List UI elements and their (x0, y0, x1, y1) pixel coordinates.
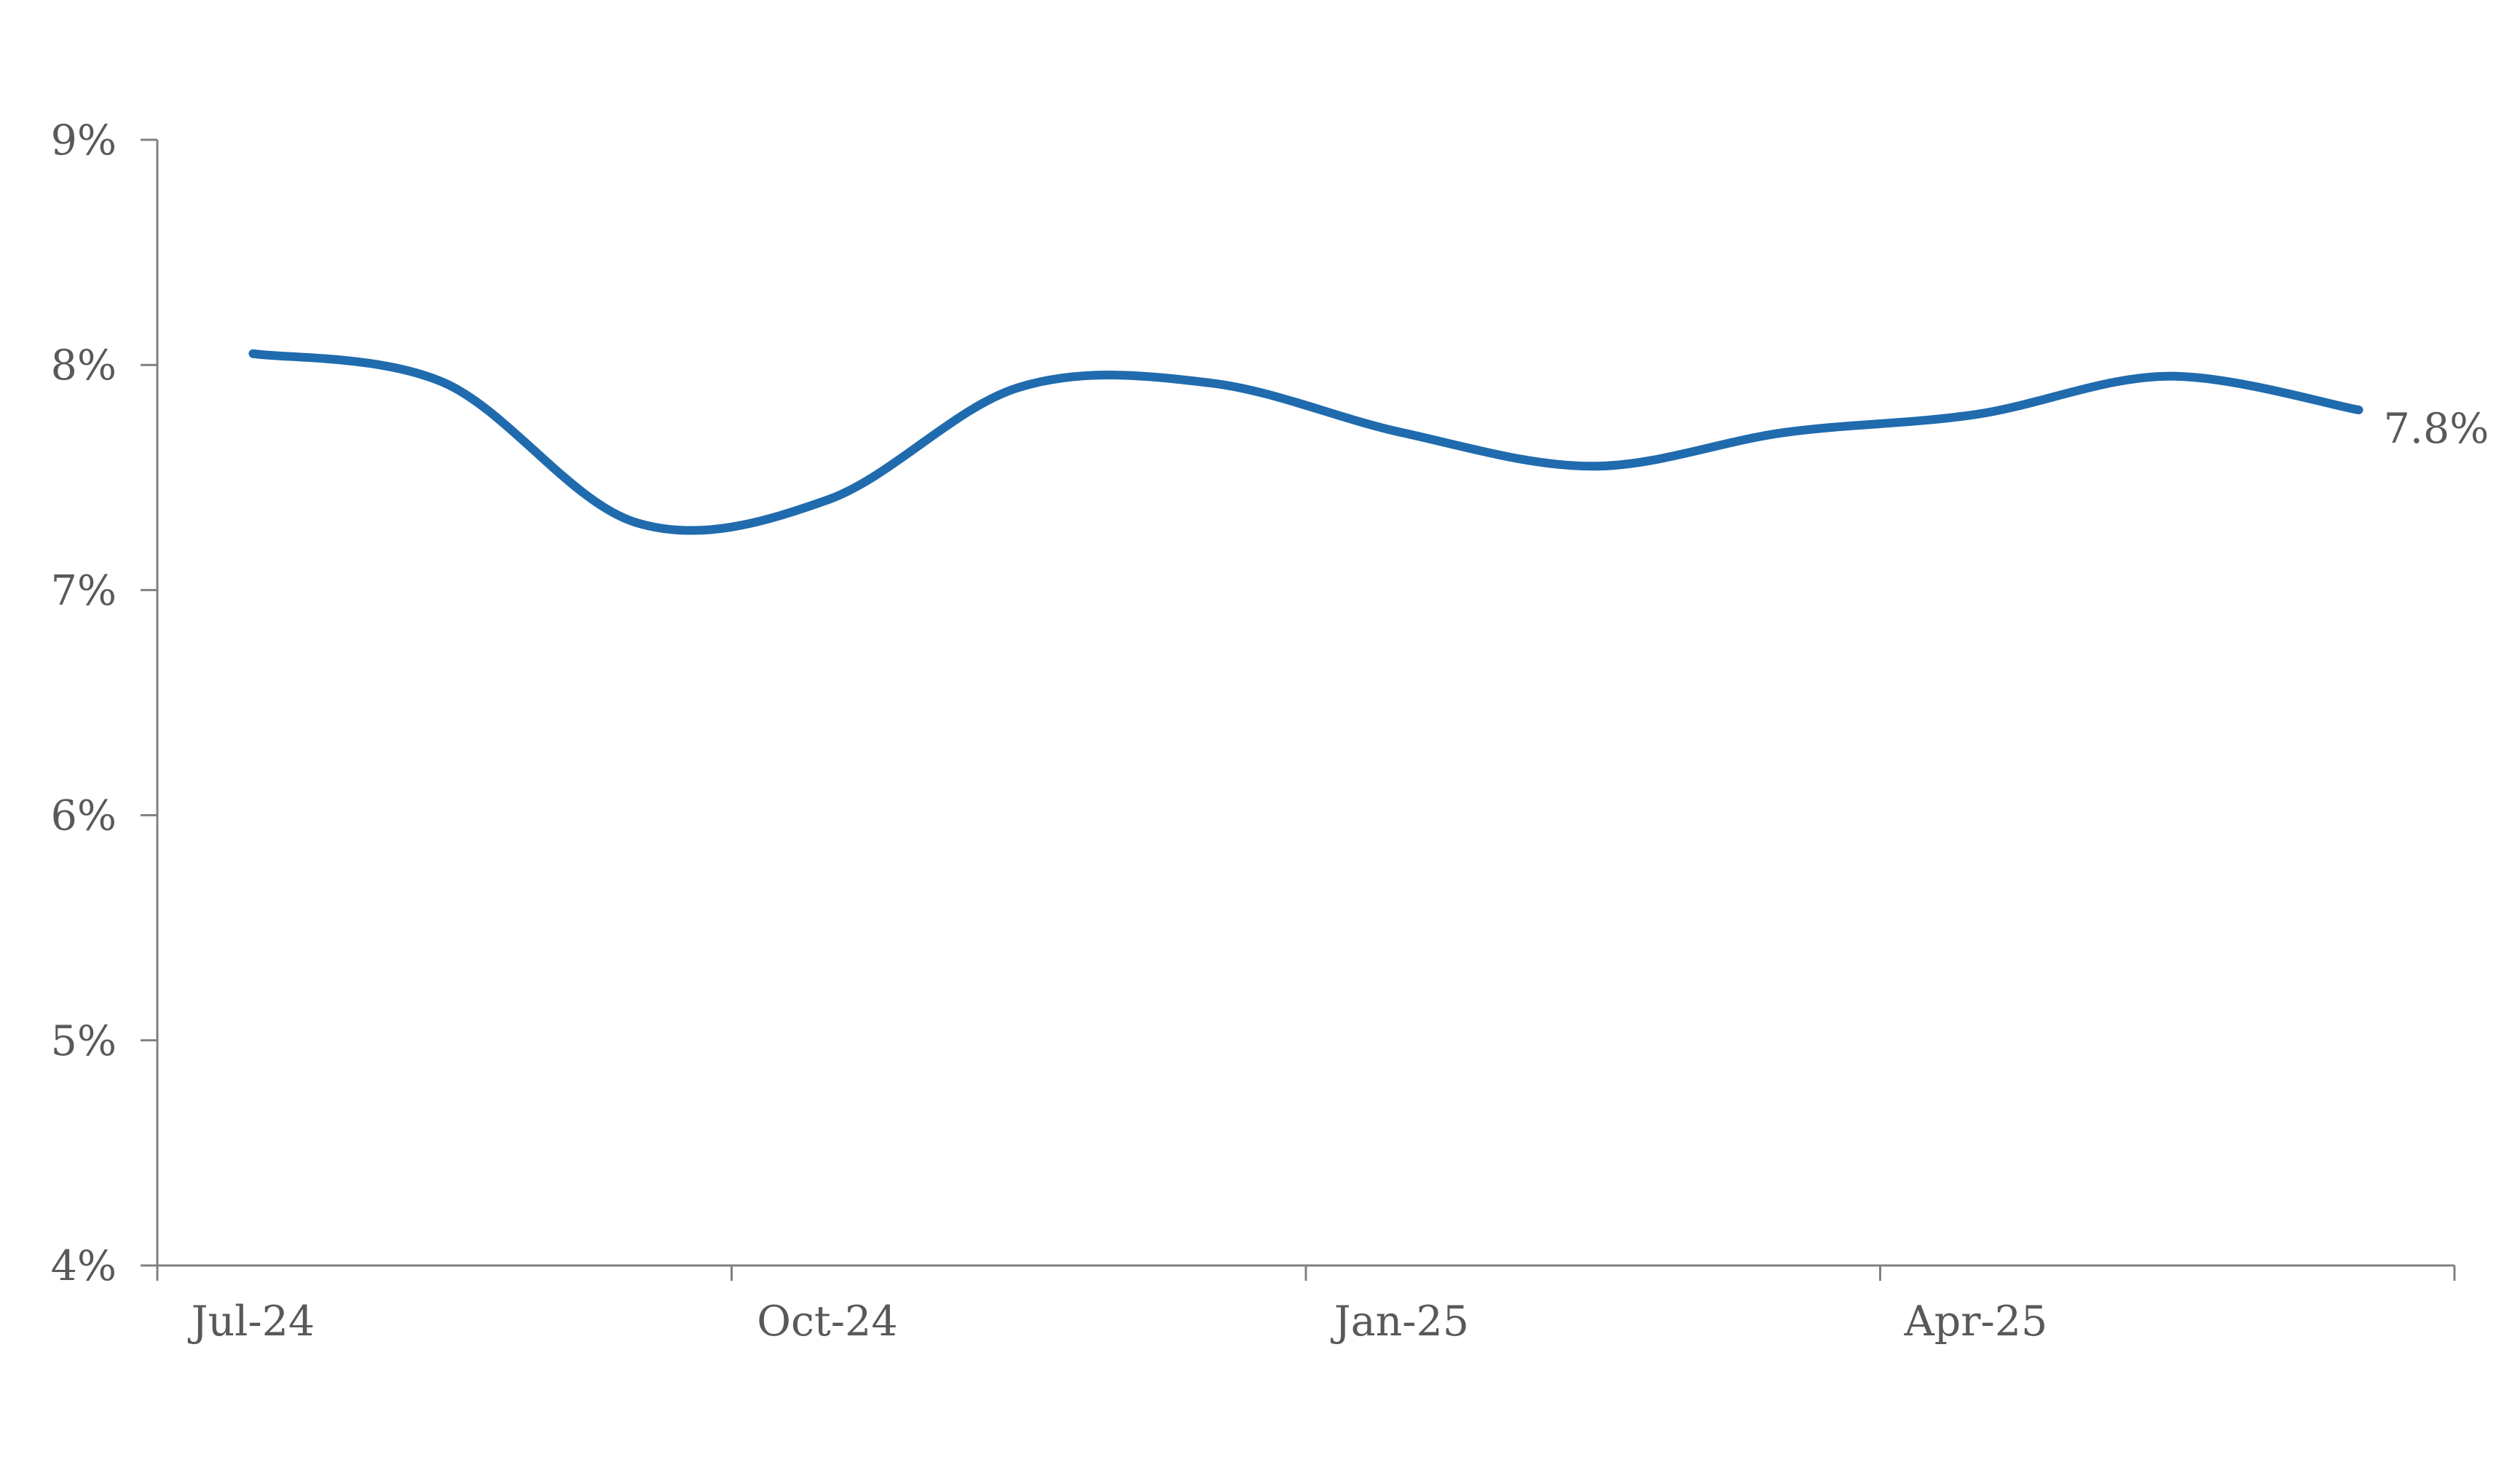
y-tick-label: 5% (51, 1017, 117, 1065)
y-tick-label: 4% (51, 1242, 117, 1290)
x-tick-label: Apr-25 (1904, 1298, 2048, 1346)
x-tick-label: Jul-24 (188, 1298, 315, 1346)
y-tick-label: 7% (51, 566, 117, 615)
end-value-label: 7.8% (2384, 405, 2489, 453)
series-line (248, 349, 2363, 535)
x-tick-label: Jan-25 (1331, 1298, 1469, 1346)
y-tick-label: 9% (51, 116, 117, 165)
y-tick-label: 8% (51, 341, 117, 390)
y-tick-label: 6% (51, 792, 117, 840)
x-tick-label: Oct-24 (757, 1298, 897, 1346)
